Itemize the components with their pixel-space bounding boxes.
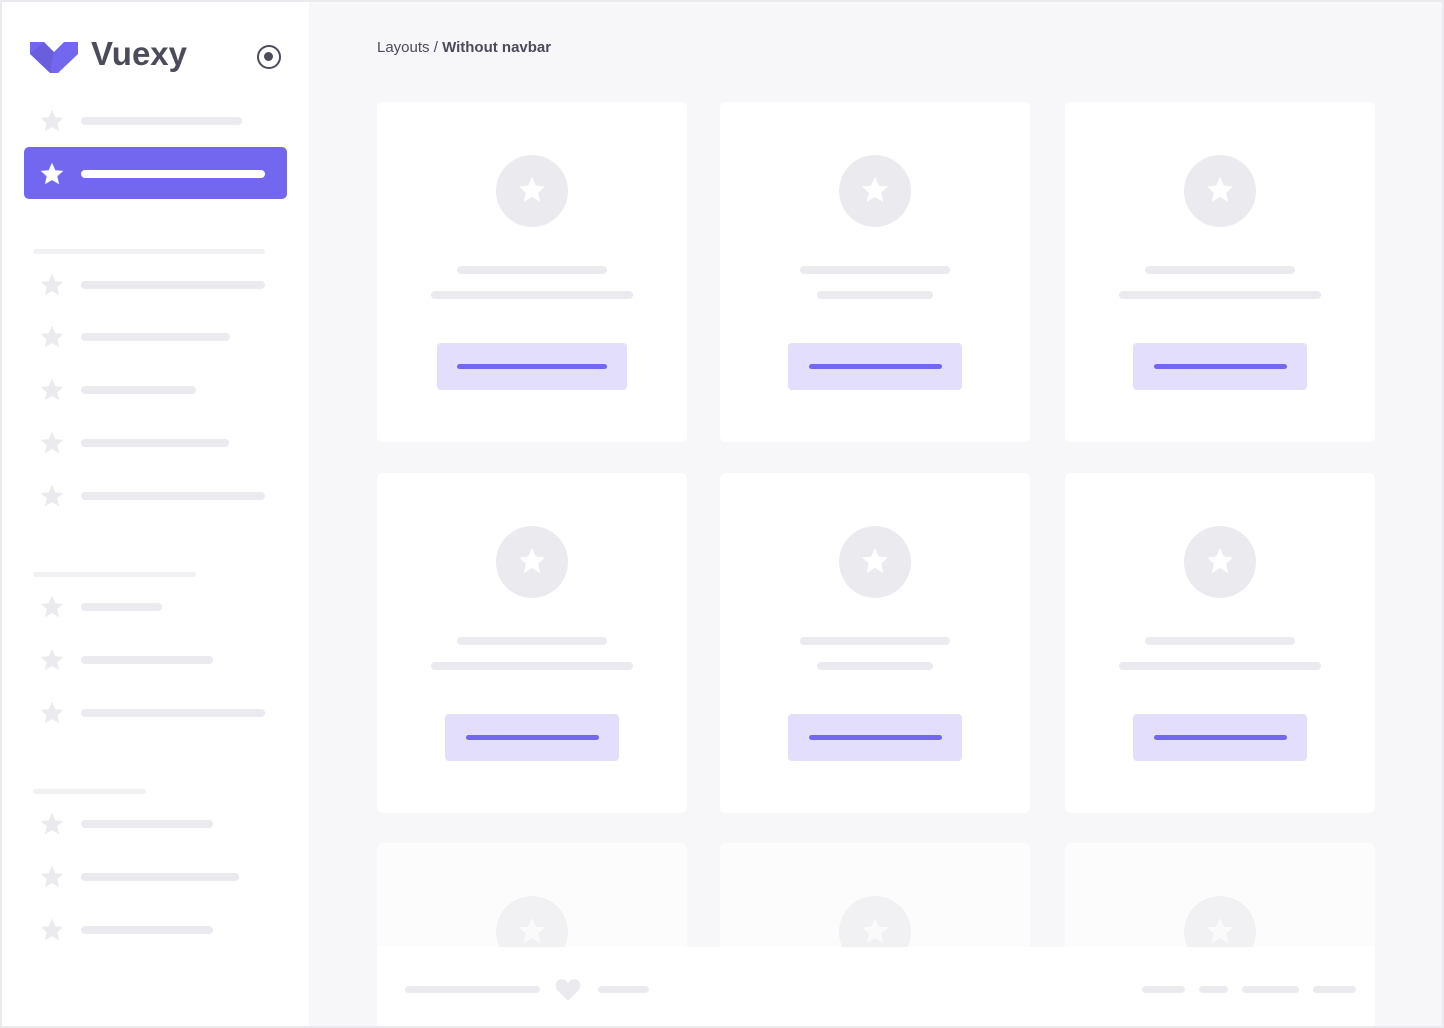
footer-link[interactable] xyxy=(1199,986,1228,993)
sidebar-item[interactable] xyxy=(81,170,265,178)
breadcrumb-current: Without navbar xyxy=(442,39,552,56)
card xyxy=(1065,102,1375,442)
card-title xyxy=(800,637,950,645)
brand-name: Vuexy xyxy=(91,35,188,72)
card-title xyxy=(1145,637,1295,645)
star-icon xyxy=(39,864,65,890)
star-icon xyxy=(39,811,65,837)
card-title xyxy=(457,637,607,645)
breadcrumb-separator: / xyxy=(429,39,443,56)
section-divider xyxy=(33,572,196,577)
star-icon xyxy=(39,272,65,298)
card-button[interactable] xyxy=(788,714,962,761)
card-subtitle xyxy=(1119,291,1321,299)
sidebar-item[interactable] xyxy=(81,492,265,500)
sidebar-item[interactable] xyxy=(81,439,229,447)
star-icon xyxy=(39,430,65,456)
section-divider xyxy=(33,789,146,794)
card-subtitle xyxy=(817,662,933,670)
star-icon xyxy=(39,917,65,943)
star-icon xyxy=(39,483,65,509)
card-subtitle xyxy=(431,291,633,299)
sidebar-item[interactable] xyxy=(81,656,213,664)
star-icon xyxy=(39,161,65,187)
card-button[interactable] xyxy=(437,343,627,390)
footer-link[interactable] xyxy=(598,986,649,993)
card-button[interactable] xyxy=(445,714,619,761)
card-title xyxy=(800,266,950,274)
card xyxy=(377,102,687,442)
sidebar-item[interactable] xyxy=(81,603,162,611)
star-icon xyxy=(39,647,65,673)
footer-link[interactable] xyxy=(1242,986,1299,993)
avatar xyxy=(839,526,911,598)
footer-link[interactable] xyxy=(1142,986,1185,993)
sidebar-item[interactable] xyxy=(81,873,239,881)
card-subtitle xyxy=(431,662,633,670)
card-subtitle xyxy=(1119,662,1321,670)
sidebar-item[interactable] xyxy=(81,709,265,717)
heart-icon xyxy=(555,978,581,1007)
avatar xyxy=(1184,526,1256,598)
avatar xyxy=(496,526,568,598)
avatar xyxy=(1184,155,1256,227)
footer-link[interactable] xyxy=(1313,986,1356,993)
star-icon xyxy=(39,377,65,403)
card-title xyxy=(1145,266,1295,274)
card-button[interactable] xyxy=(1133,343,1307,390)
card-button[interactable] xyxy=(788,343,962,390)
sidebar: Vuexy xyxy=(2,2,309,1026)
vuexy-logo[interactable] xyxy=(30,40,78,74)
section-divider xyxy=(33,249,265,254)
card xyxy=(720,102,1030,442)
sidebar-item[interactable] xyxy=(81,281,265,289)
sidebar-item[interactable] xyxy=(81,926,213,934)
card-button[interactable] xyxy=(1133,714,1307,761)
star-icon xyxy=(39,594,65,620)
footer xyxy=(377,947,1375,1026)
card xyxy=(720,473,1030,813)
avatar xyxy=(496,155,568,227)
breadcrumb: Layouts / Without navbar xyxy=(377,39,551,56)
card xyxy=(377,473,687,813)
card-subtitle xyxy=(817,291,933,299)
breadcrumb-parent[interactable]: Layouts xyxy=(377,39,430,56)
sidebar-item[interactable] xyxy=(81,820,213,828)
star-icon xyxy=(39,700,65,726)
card xyxy=(1065,473,1375,813)
star-icon xyxy=(39,108,65,134)
card-title xyxy=(457,266,607,274)
star-icon xyxy=(39,324,65,350)
avatar xyxy=(839,155,911,227)
sidebar-item[interactable] xyxy=(81,117,242,125)
sidebar-item[interactable] xyxy=(81,386,196,394)
radio-circle-icon[interactable] xyxy=(257,45,281,69)
sidebar-item[interactable] xyxy=(81,333,230,341)
footer-link[interactable] xyxy=(405,986,540,993)
